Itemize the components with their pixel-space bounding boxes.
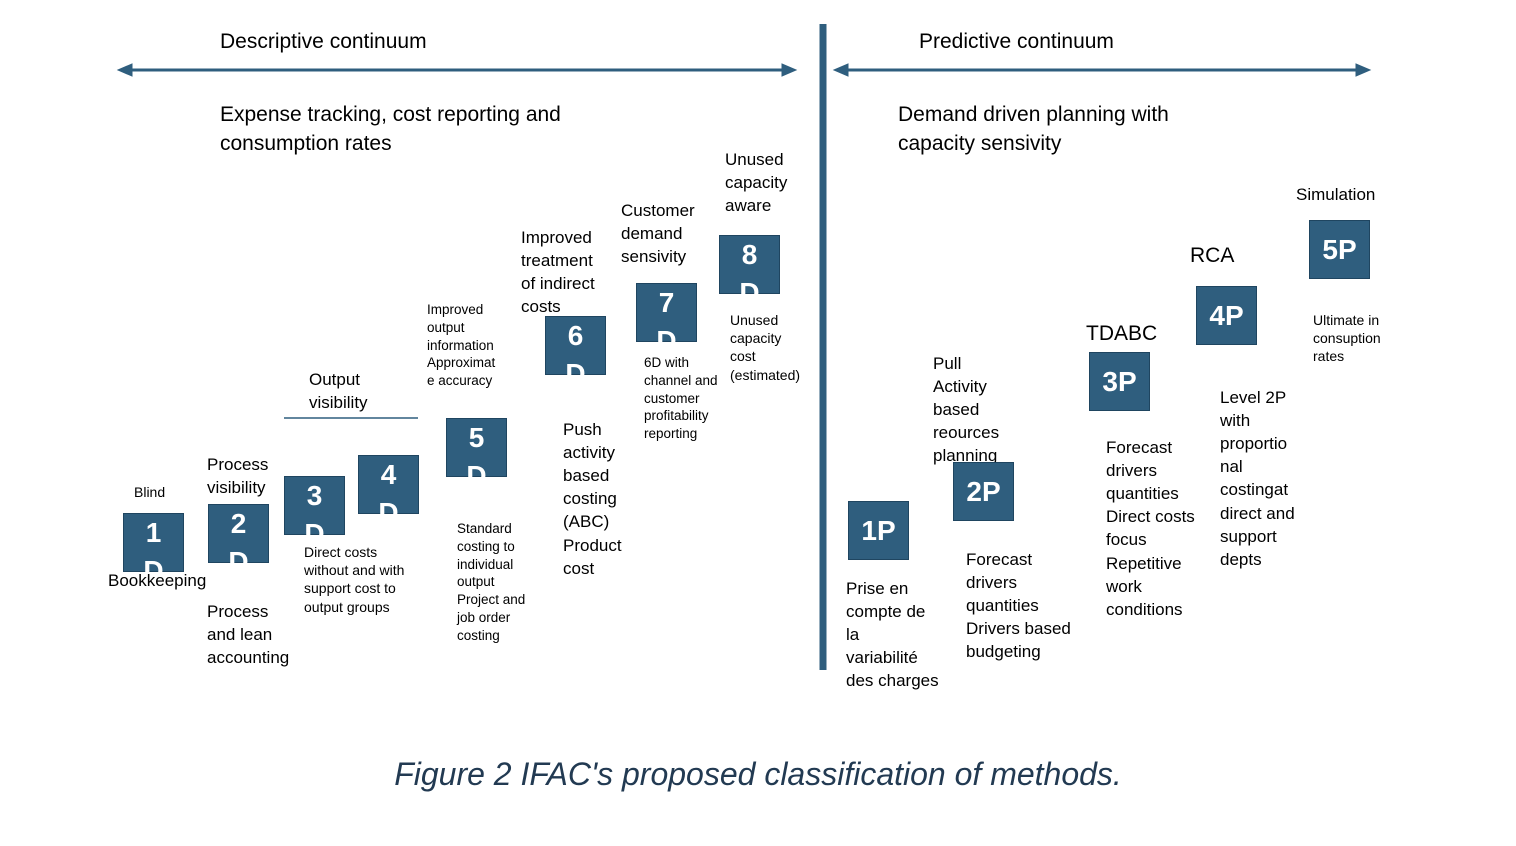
label-pull-abc: Pull Activity based reources planning <box>933 354 1000 466</box>
label-forecast-budgeting: Forecast drivers quantities Drivers base… <box>966 550 1071 662</box>
label-direct-costs: Direct costs without and with support co… <box>304 544 405 615</box>
level-box-1p: 1P <box>848 501 909 560</box>
level-box-3p: 3P <box>1089 352 1150 411</box>
label-unused-capacity-cost: Unused capacity cost (estimated) <box>730 312 801 383</box>
descriptive-heading: Descriptive continuum <box>220 30 427 53</box>
label-push-abc: Push activity based costing (ABC) Produc… <box>563 420 622 578</box>
label-level-2p: Level 2P with proportio nal costingat di… <box>1220 388 1295 569</box>
label-improved-treatment: Improved treatment of indirect costs <box>521 228 595 317</box>
label-forecast-direct-costs: Forecast drivers quantities Direct costs… <box>1106 438 1195 619</box>
label-simulation: Simulation <box>1296 185 1376 204</box>
descriptive-subheading: Expense tracking, cost reporting and con… <box>220 103 561 155</box>
label-customer-demand: Customer demand sensivity <box>621 201 695 267</box>
level-box-2d: 2 D <box>208 504 269 577</box>
predictive-subheading: Demand driven planning with capacity sen… <box>898 103 1169 155</box>
predictive-arrow <box>832 63 1372 77</box>
level-box-4d: 4 D <box>358 455 419 528</box>
label-unused-capacity-aware: Unused capacity aware <box>725 150 788 216</box>
figure-caption: Figure 2 IFAC's proposed classification … <box>394 756 1122 792</box>
level-box-6d: 6 D <box>545 316 606 389</box>
level-box-1d: 1 D <box>123 513 184 586</box>
level-box-3d: 3 D <box>284 476 345 549</box>
label-standard-costing: Standard costing to individual output Pr… <box>457 521 526 643</box>
level-box-8d: 8 D <box>719 235 780 308</box>
predictive-heading: Predictive continuum <box>919 30 1114 53</box>
label-bookkeeping: Bookkeeping <box>108 571 207 590</box>
label-process-visibility: Process visibility <box>207 455 269 498</box>
level-box-2p: 2P <box>953 462 1014 521</box>
label-blind: Blind <box>134 484 166 500</box>
descriptive-arrow <box>116 63 798 77</box>
label-tdabc: TDABC <box>1086 322 1158 345</box>
level-box-4p: 4P <box>1196 286 1257 345</box>
label-process-lean-accounting: Process and lean accounting <box>207 602 290 668</box>
label-ultimate-consumption: Ultimate in consuption rates <box>1313 312 1381 365</box>
label-6d-channel: 6D with channel and customer profitabili… <box>644 355 718 442</box>
label-output-visibility: Output visibility <box>309 370 368 413</box>
level-box-7d: 7 D <box>636 283 697 356</box>
label-rca: RCA <box>1190 244 1235 267</box>
label-prise-en-compte: Prise en compte de la variabilité des ch… <box>846 579 939 691</box>
level-box-5p: 5P <box>1309 220 1370 279</box>
level-box-5d: 5 D <box>446 418 507 491</box>
label-improved-output: Improved output information Approximat e… <box>427 302 496 389</box>
